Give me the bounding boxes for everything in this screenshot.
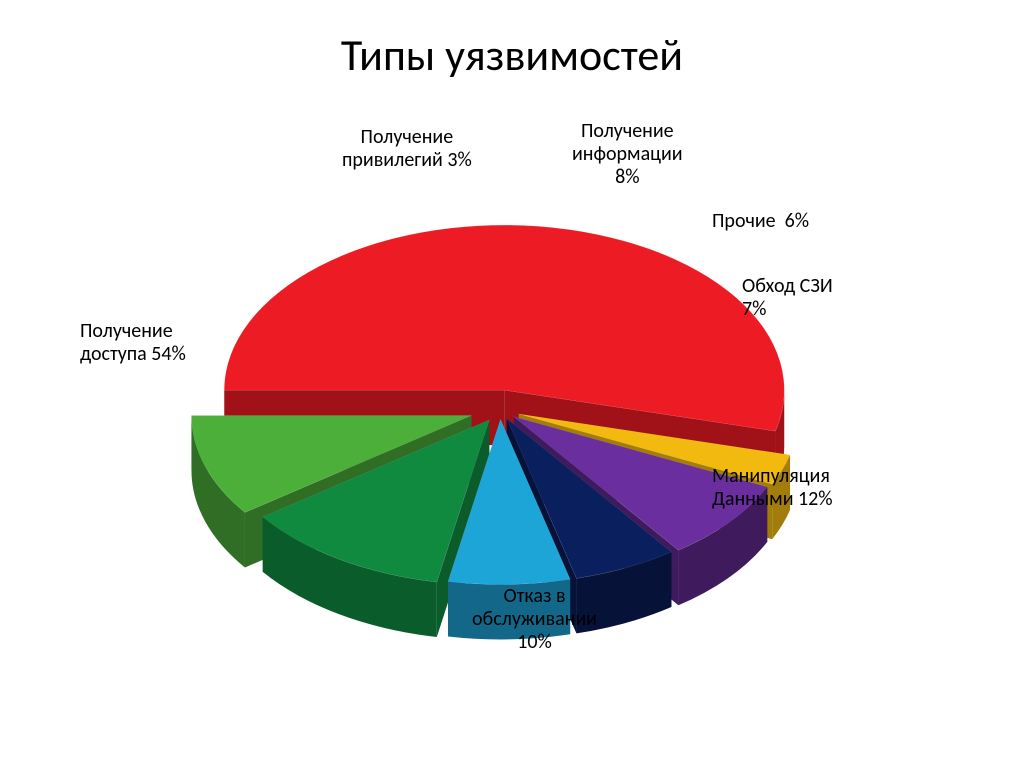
slice-label-privileges: Получение привилегий 3% bbox=[342, 126, 472, 172]
page-title: Типы уязвимостей bbox=[0, 28, 1024, 82]
slice-label-denial: Отказ в обслуживании 10% bbox=[472, 585, 597, 654]
pie-chart-3d: Получение доступа 54%Получение привилеги… bbox=[92, 120, 932, 740]
slice-label-other: Прочие 6% bbox=[712, 210, 809, 233]
slice-label-access: Получение доступа 54% bbox=[80, 320, 186, 366]
slice-label-manipulation: Манипуляция Данными 12% bbox=[712, 465, 833, 511]
slice-label-information: Получение информации 8% bbox=[572, 120, 683, 189]
slice-label-bypass: Обход СЗИ 7% bbox=[742, 275, 833, 321]
